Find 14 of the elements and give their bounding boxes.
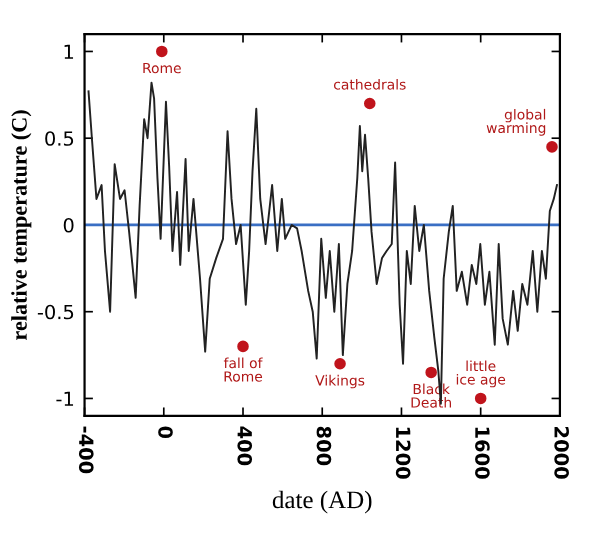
y-tick-label: -1	[56, 391, 74, 406]
x-tick-label: 400	[237, 426, 253, 466]
x-tick-label: 800	[316, 426, 332, 466]
x-tick-label: 1600	[475, 427, 490, 479]
x-tick-label: 0	[158, 426, 173, 439]
y-tick-label: 1	[64, 44, 74, 59]
x-tick-label: -400	[78, 426, 94, 474]
y-tick-label: 0	[63, 217, 74, 233]
x-tick-label: 2000	[554, 427, 569, 479]
y-axis-title: relative temperature (C)	[11, 110, 32, 340]
x-axis-title: date (AD)	[272, 490, 372, 514]
x-tick-label: 1200	[395, 427, 411, 479]
y-tick-label: -0.5	[37, 304, 74, 320]
y-tick-label: 0.5	[45, 131, 74, 146]
